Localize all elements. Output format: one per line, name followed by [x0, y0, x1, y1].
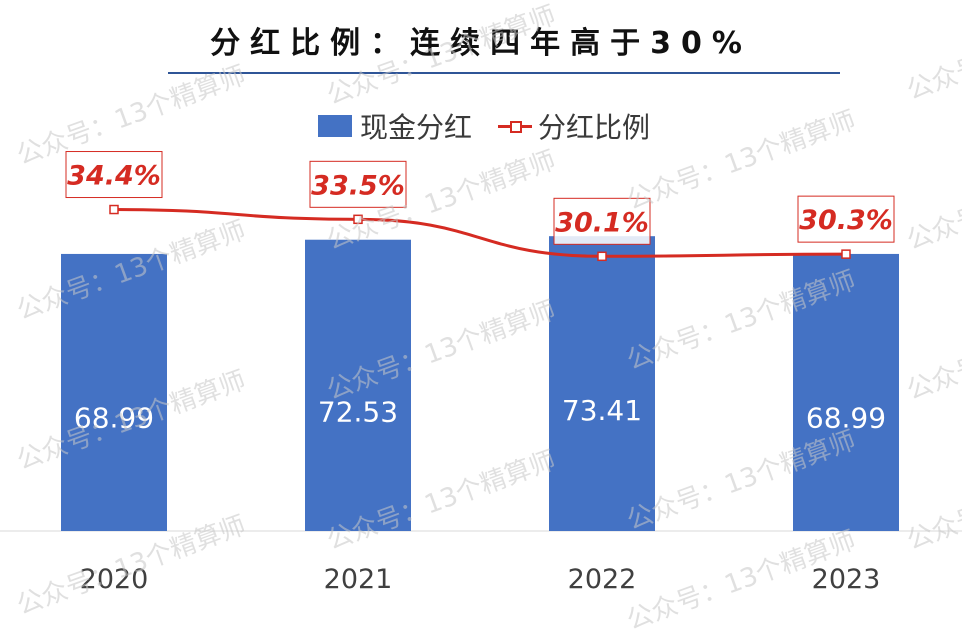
legend-label-line: 分红比例: [538, 111, 651, 144]
line-label-box-2020: [65, 151, 163, 199]
legend-swatch-line: [498, 115, 533, 137]
x-tick-label-2022: 2022: [568, 564, 637, 595]
bar-2020: [61, 253, 167, 531]
bar-2022: [549, 236, 655, 532]
bar-2023: [793, 253, 899, 531]
line-marker-2020: [109, 204, 119, 215]
chart-canvas: 68.99 72.53 73.41 68.99 2020 2021 2022 2023 34.4…: [0, 151, 962, 595]
legend-item-line: 分红比例: [498, 106, 650, 146]
x-tick-label-2020: 2020: [80, 564, 149, 595]
line-label-box-2022: [553, 197, 651, 245]
line-marker-2022: [597, 251, 607, 262]
line-series-dividend-ratio: [113, 208, 847, 258]
line-label-box-2021: [309, 160, 407, 208]
x-tick-label-2021: 2021: [324, 564, 393, 595]
line-label-2021: 33.5%: [311, 170, 405, 201]
chart-title: 分红比例：连续四年高于30%: [210, 26, 752, 61]
legend-swatch-bar: [318, 115, 352, 137]
legend-item-bar: 现金分红: [318, 106, 472, 146]
line-label-2022: 30.1%: [555, 207, 649, 238]
line-marker-2023: [841, 249, 851, 259]
bar-label-2022: 73.41: [562, 394, 642, 427]
legend-label-bar: 现金分红: [360, 111, 473, 144]
x-tick-label-2023: 2023: [812, 564, 881, 595]
line-marker-2021: [353, 214, 363, 225]
bar-2021: [305, 239, 411, 531]
line-label-2023: 30.3%: [799, 205, 893, 236]
bar-label-2020: 68.99: [74, 401, 154, 434]
bar-label-2021: 72.53: [318, 396, 398, 429]
legend: 现金分红 分红比例: [318, 106, 676, 146]
line-label-2020: 34.4%: [67, 161, 161, 192]
title-underline: [168, 72, 840, 74]
bar-label-2023: 68.99: [806, 401, 886, 434]
line-label-box-2023: [797, 195, 895, 243]
